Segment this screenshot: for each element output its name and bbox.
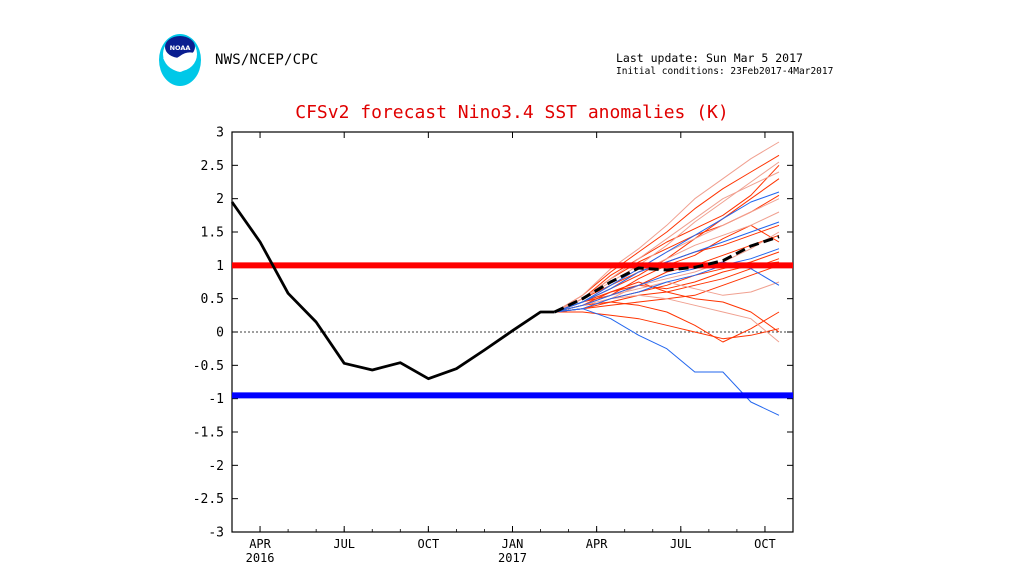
y-tick-label: -1	[208, 392, 224, 407]
y-tick-label: -1.5	[193, 426, 224, 441]
y-tick-label: 0.5	[201, 292, 224, 307]
ensemble-member-line	[554, 294, 780, 343]
logo-text: NOAA	[170, 44, 191, 52]
y-tick-label: -2	[208, 459, 224, 474]
x-tick-label: OCT	[418, 537, 440, 551]
y-tick-label: 0	[216, 326, 224, 341]
x-tick-year-label: 2017	[498, 551, 527, 565]
ensemble-member-line	[554, 191, 780, 313]
ensemble-member-line	[554, 301, 780, 343]
y-tick-label: -0.5	[193, 359, 224, 374]
x-tick-label: APR	[249, 537, 271, 551]
x-tick-label: APR	[586, 537, 608, 551]
y-tick-label: -2.5	[193, 492, 224, 507]
x-tick-label: JUL	[670, 537, 692, 551]
x-tick-label: OCT	[754, 537, 776, 551]
ensemble-member-line	[554, 248, 780, 313]
initial-conditions: Initial conditions: 23Feb2017-4Mar2017	[616, 66, 834, 77]
noaa-logo: NOAA	[159, 34, 201, 86]
ensemble-member-line	[554, 221, 780, 313]
ensemble-member-line	[554, 141, 780, 313]
agency-label: NWS/NCEP/CPC	[215, 52, 319, 68]
ensemble-member-line	[554, 308, 780, 416]
ensemble-member-line	[554, 161, 780, 313]
ensemble-member-line	[554, 311, 780, 340]
x-tick-label: JUL	[333, 537, 355, 551]
x-tick-label: JAN	[502, 537, 524, 551]
y-tick-label: 1	[216, 259, 224, 274]
y-tick-label: 1.5	[201, 226, 224, 241]
ensemble-mean-line	[553, 235, 780, 314]
last-update: Last update: Sun Mar 5 2017	[616, 51, 803, 65]
ensemble-member-line	[554, 164, 780, 313]
x-tick-year-label: 2016	[246, 551, 275, 565]
observed-line	[230, 201, 555, 381]
chart-title: CFSv2 forecast Nino3.4 SST anomalies (K)	[295, 102, 729, 123]
y-tick-label: -3	[208, 526, 224, 541]
ensemble-member-line	[554, 154, 780, 313]
y-tick-label: 3	[216, 126, 224, 141]
y-tick-label: 2	[216, 192, 224, 207]
y-tick-label: 2.5	[201, 159, 224, 174]
ensemble-member-line	[554, 281, 780, 333]
ensemble-member-line	[554, 171, 780, 313]
